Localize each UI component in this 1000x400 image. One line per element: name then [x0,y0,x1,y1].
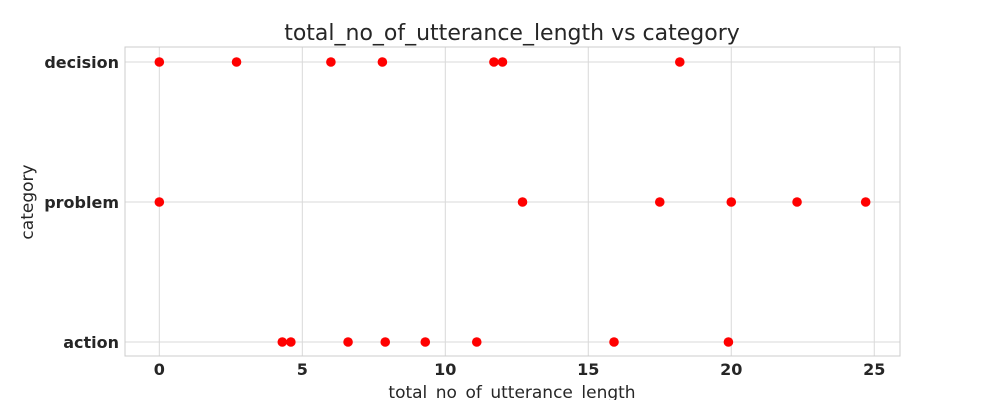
data-point [286,337,296,347]
data-point [654,197,665,207]
y-tick-label-action: action [63,333,119,352]
data-point [154,197,165,207]
x-tick-label: 20 [720,360,742,379]
data-point [497,57,508,67]
data-point [154,57,165,67]
y-axis-ticks: action problem decision [44,53,119,352]
data-point [420,337,431,347]
x-tick-label: 15 [577,360,599,379]
grid-lines [125,47,900,356]
data-point [343,337,353,347]
data-point [726,197,737,207]
x-tick-label: 25 [863,360,885,379]
chart-title: total_no_of_utterance_length vs category [284,21,740,46]
y-tick-label-decision: decision [44,53,119,72]
y-tick-label-problem: problem [44,193,119,212]
x-axis-ticks: 0 5 10 15 20 25 [154,360,886,379]
data-points [154,57,871,347]
x-axis-label: total_no_of_utterance_length [388,383,635,400]
data-point [326,57,336,67]
data-point [489,57,499,67]
data-point [231,57,242,67]
data-point [380,337,391,347]
x-tick-label: 0 [154,360,165,379]
x-tick-label: 5 [297,360,308,379]
data-point [277,337,288,347]
data-point [471,337,482,347]
data-point [517,197,528,207]
data-point [609,337,619,347]
data-point [674,57,685,67]
data-point [860,197,871,207]
data-point [377,57,388,67]
data-point [792,197,802,207]
data-point [723,337,734,347]
x-tick-label: 10 [434,360,456,379]
y-axis-label: category [18,164,38,239]
plot-area-frame [124,46,901,357]
